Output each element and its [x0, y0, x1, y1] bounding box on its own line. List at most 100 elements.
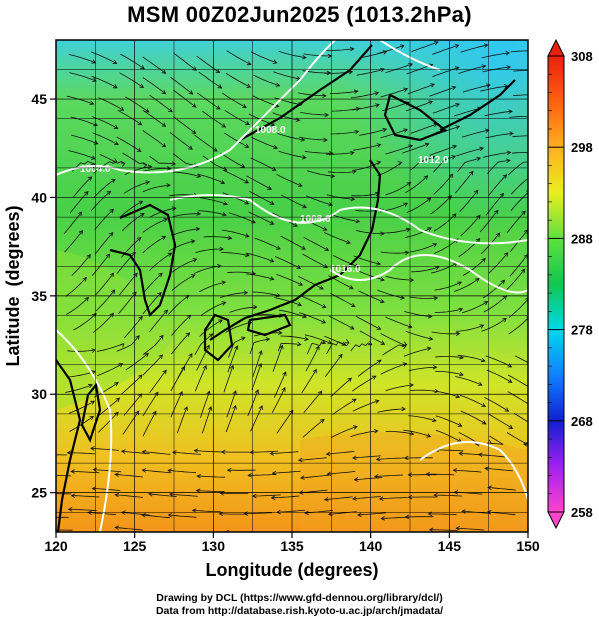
streamline-arrow — [403, 455, 409, 461]
streamline-arrow — [382, 127, 388, 133]
streamline — [142, 354, 163, 376]
streamline — [409, 243, 437, 253]
streamline-arrow — [534, 424, 538, 428]
streamline — [194, 333, 214, 356]
streamline-arrow — [67, 507, 73, 512]
streamline — [71, 254, 91, 276]
streamline — [487, 487, 516, 491]
streamline-arrow — [486, 83, 491, 88]
streamline-arrow — [218, 511, 224, 517]
streamline — [431, 331, 460, 335]
streamline — [385, 384, 414, 392]
streamline-arrow — [373, 428, 379, 434]
streamline-arrow — [278, 330, 283, 335]
streamline-arrow — [218, 319, 223, 324]
streamline-arrow — [221, 123, 227, 128]
streamline — [95, 289, 116, 312]
streamline — [223, 169, 249, 184]
streamline — [141, 514, 170, 519]
streamline-arrow — [138, 374, 143, 380]
streamline — [382, 344, 407, 356]
streamline-arrow — [216, 105, 221, 110]
streamline-arrow — [196, 211, 202, 216]
streamline — [123, 181, 150, 194]
streamline — [300, 474, 329, 479]
streamline — [276, 174, 303, 187]
streamline-arrow — [522, 442, 528, 447]
streamline-arrow — [352, 455, 357, 461]
streamline-arrow — [220, 449, 226, 455]
streamline-arrow — [479, 324, 485, 329]
credits: Drawing by DCL (https://www.gfd-dennou.o… — [0, 592, 599, 618]
streamline — [304, 510, 333, 514]
streamline — [353, 161, 381, 171]
streamline — [510, 50, 528, 53]
streamline — [435, 429, 462, 443]
streamline — [276, 509, 306, 513]
streamline — [511, 152, 528, 154]
streamline-arrow — [321, 303, 327, 309]
streamline — [94, 232, 114, 255]
streamline-arrow — [375, 456, 381, 462]
streamline-arrow — [161, 89, 167, 95]
streamline-arrow — [376, 359, 382, 364]
streamline-arrow — [320, 418, 325, 424]
streamline — [380, 251, 409, 254]
streamline — [72, 176, 92, 198]
streamline-arrow — [477, 381, 483, 386]
streamline-arrow — [161, 122, 167, 127]
streamline-arrow — [168, 107, 173, 113]
streamline — [99, 154, 126, 164]
streamline-arrow — [265, 337, 271, 342]
streamline-arrow — [494, 209, 499, 215]
streamline — [380, 333, 407, 347]
streamline-arrow — [453, 490, 459, 495]
streamline-arrow — [86, 253, 91, 259]
streamline-arrow — [110, 178, 116, 183]
streamline — [280, 235, 306, 250]
colorbar: 258 268 278 288 298 308 — [547, 38, 593, 530]
streamline-arrow — [406, 182, 412, 187]
streamline — [432, 67, 459, 78]
streamline-arrow — [326, 471, 332, 477]
streamline — [460, 215, 481, 236]
streamline-arrow — [477, 452, 483, 458]
streamline-arrow — [272, 59, 278, 64]
streamline — [142, 533, 170, 536]
streamline-arrow — [525, 297, 528, 302]
streamline-arrow — [452, 144, 457, 150]
streamline-arrow — [171, 161, 177, 166]
streamline-arrow — [88, 383, 93, 389]
streamline — [428, 513, 457, 516]
streamline — [405, 175, 428, 194]
streamline — [95, 272, 114, 295]
streamline — [142, 273, 163, 294]
streamline-arrow — [506, 150, 512, 156]
streamline — [225, 72, 251, 88]
streamline — [121, 213, 145, 232]
streamline — [116, 136, 142, 152]
streamline-arrow — [220, 179, 226, 185]
streamline-arrow — [319, 285, 324, 290]
streamline-arrow — [166, 166, 172, 171]
colorbar-tick-label: 288 — [571, 231, 593, 246]
streamline — [433, 155, 456, 173]
streamline — [332, 255, 359, 268]
streamline — [488, 252, 509, 274]
streamline-arrow — [302, 204, 307, 209]
streamline — [90, 190, 111, 212]
streamline-arrow — [114, 525, 119, 531]
streamline — [91, 534, 119, 536]
streamline-arrow — [274, 103, 280, 108]
streamline — [432, 390, 460, 398]
x-tick-label: 125 — [123, 538, 147, 554]
streamline-arrow — [447, 195, 452, 200]
y-tick-label: 30 — [31, 386, 47, 402]
streamline-arrow — [461, 509, 466, 514]
streamline-arrow — [487, 485, 492, 491]
streamline-arrow — [169, 492, 174, 497]
streamline — [91, 253, 110, 277]
streamline-arrow — [404, 250, 410, 256]
streamline — [149, 369, 167, 394]
streamline — [195, 248, 224, 253]
